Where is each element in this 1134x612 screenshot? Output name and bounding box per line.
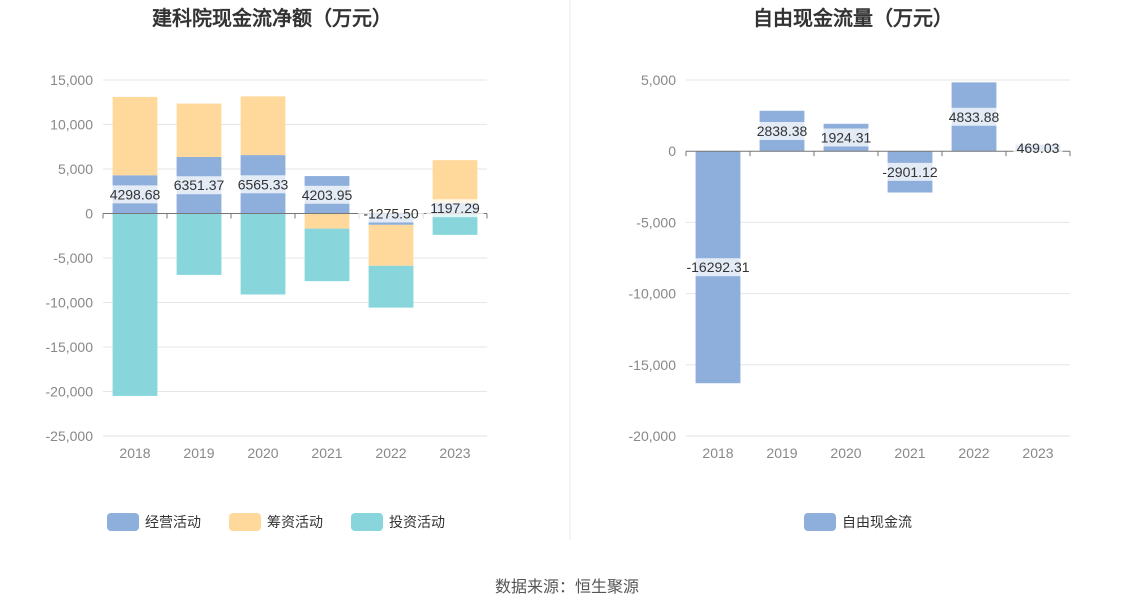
bar-投资活动-2023 xyxy=(432,213,478,235)
data-label: 4203.95 xyxy=(302,187,353,203)
bar-投资活动-2021 xyxy=(304,228,350,282)
y-tick-label: 10,000 xyxy=(50,117,93,133)
bar-投资活动-2019 xyxy=(176,213,222,275)
legend-swatch[interactable] xyxy=(107,513,139,531)
data-label-bg xyxy=(106,185,164,204)
bar-筹资活动-2018 xyxy=(112,96,158,176)
legend-swatch[interactable] xyxy=(351,513,383,531)
y-tick-label: -5,000 xyxy=(636,214,676,230)
data-label: -2901.12 xyxy=(882,164,937,180)
x-tick-label: 2021 xyxy=(894,445,925,461)
bar-投资活动-2022 xyxy=(368,265,414,308)
y-tick-label: 5,000 xyxy=(641,72,676,88)
left-chart: 15,000 10,000 5,000 0 -5,000 -10,000 -15,000 -2… xyxy=(46,72,488,461)
x-tick-label: 2019 xyxy=(766,445,797,461)
data-label-bg xyxy=(877,162,943,181)
x-tick-label: 2020 xyxy=(247,445,278,461)
y-tick-label: -20,000 xyxy=(629,428,677,444)
y-tick-label: 0 xyxy=(668,143,676,159)
data-label: 2838.38 xyxy=(757,123,808,139)
data-label-bg xyxy=(817,128,875,147)
y-tick-label: 15,000 xyxy=(50,72,93,88)
y-tick-label: -10,000 xyxy=(629,286,677,302)
data-label: 4298.68 xyxy=(110,186,161,202)
x-tick-label: 2023 xyxy=(439,445,470,461)
data-label: 6565.33 xyxy=(238,176,289,192)
y-tick-label: -20,000 xyxy=(46,384,94,400)
y-tick-label: -15,000 xyxy=(46,339,94,355)
x-tick-label: 2019 xyxy=(183,445,214,461)
data-label-bg xyxy=(945,107,1003,126)
data-label: -16292.31 xyxy=(686,259,749,275)
bar-筹资活动-2019 xyxy=(176,103,222,157)
data-label-bg xyxy=(170,176,228,195)
y-tick-label: 5,000 xyxy=(58,161,93,177)
y-tick-label: -25,000 xyxy=(46,428,94,444)
data-label: 1197.29 xyxy=(430,200,480,216)
right-chart: 5,000 0 -5,000 -10,000 -15,000 -20,000 2018 201… xyxy=(629,72,1071,461)
y-tick-label: -10,000 xyxy=(46,295,94,311)
data-label: 4833.88 xyxy=(949,109,1000,125)
bar-筹资活动-2020 xyxy=(240,96,286,156)
data-label-bg xyxy=(358,204,424,223)
x-tick-label: 2022 xyxy=(958,445,989,461)
data-label-bg xyxy=(681,258,755,277)
x-tick-label: 2023 xyxy=(1022,445,1053,461)
bar-筹资活动-2022 xyxy=(368,224,414,266)
legend-item-label[interactable]: 投资活动 xyxy=(389,514,445,530)
y-tick-label: 0 xyxy=(85,206,93,222)
x-tick-label: 2020 xyxy=(830,445,861,461)
bar-投资活动-2018 xyxy=(112,213,158,396)
data-label: 469.03 xyxy=(1017,140,1060,156)
x-tick-label: 2018 xyxy=(702,445,733,461)
legend-item-label[interactable]: 筹资活动 xyxy=(267,514,323,530)
data-label-bg xyxy=(234,175,292,194)
bar-筹资活动-2023 xyxy=(432,160,478,203)
x-tick-label: 2021 xyxy=(311,445,342,461)
data-label-bg xyxy=(298,185,356,204)
legend-item-label[interactable]: 经营活动 xyxy=(145,514,201,530)
y-tick-label: -15,000 xyxy=(629,357,677,373)
legend-item-label[interactable]: 自由现金流 xyxy=(842,514,912,530)
y-tick-label: -5,000 xyxy=(53,250,93,266)
bar-筹资活动-2021 xyxy=(304,213,350,229)
bar-投资活动-2020 xyxy=(240,213,286,295)
x-tick-label: 2018 xyxy=(119,445,150,461)
data-label: 1924.31 xyxy=(821,129,872,145)
data-source: 数据来源：恒生聚源 xyxy=(495,578,639,596)
data-label: 6351.37 xyxy=(174,177,225,193)
right-legend: 自由现金流 xyxy=(804,513,912,531)
data-label-bg xyxy=(1013,138,1063,157)
data-label-bg xyxy=(753,121,811,140)
x-tick-label: 2022 xyxy=(375,445,406,461)
left-chart-title: 建科院现金流净额（万元） xyxy=(152,6,392,30)
legend-swatch[interactable] xyxy=(804,513,836,531)
left-legend: 经营活动 筹资活动 投资活动 xyxy=(107,513,445,531)
right-chart-title: 自由现金流量（万元） xyxy=(753,6,953,30)
data-label-bg xyxy=(426,199,484,218)
legend-swatch[interactable] xyxy=(229,513,261,531)
data-label: -1275.50 xyxy=(363,206,418,222)
